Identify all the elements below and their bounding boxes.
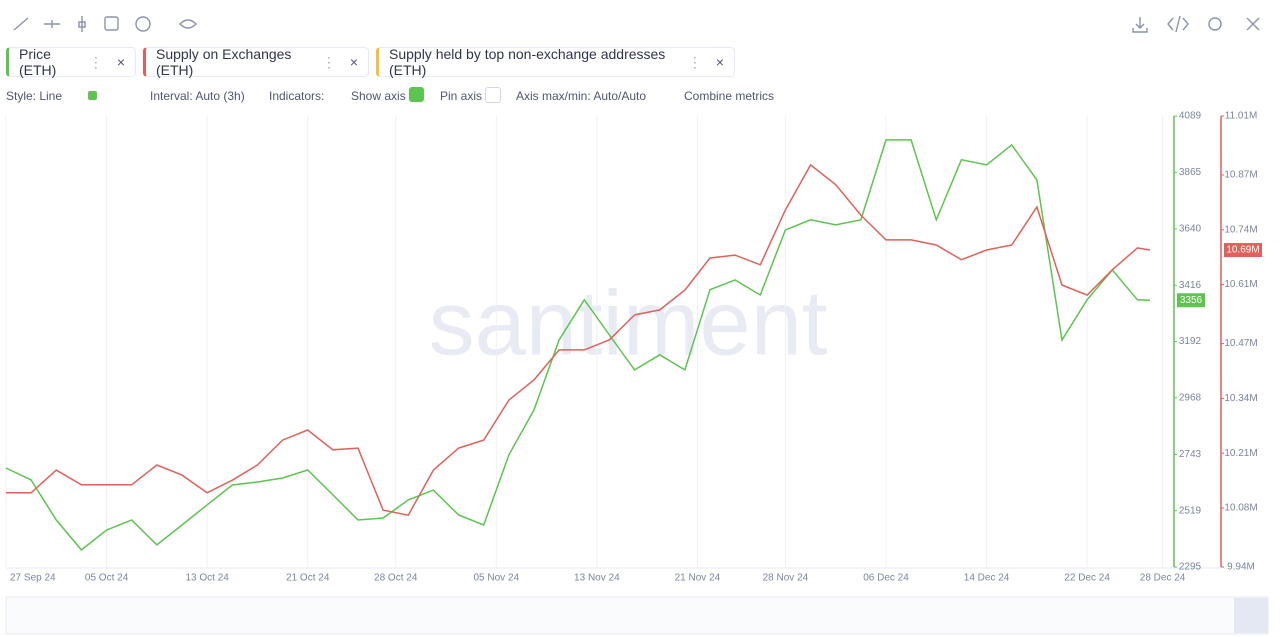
x-tick-label: 22 Dec 24 bbox=[1064, 573, 1110, 584]
y2-tick-label: 9.94M bbox=[1227, 562, 1255, 573]
x-tick-label: 05 Oct 24 bbox=[85, 573, 129, 584]
x-tick-label: 28 Nov 24 bbox=[763, 573, 809, 584]
x-tick-label: 14 Dec 24 bbox=[964, 573, 1010, 584]
navigator bbox=[5, 596, 1269, 635]
toolbar bbox=[13, 15, 1260, 33]
y2-tick-label: 10.74M bbox=[1224, 224, 1257, 235]
x-tick-label: 13 Nov 24 bbox=[574, 573, 620, 584]
x-tick-label: 27 Sep 24 bbox=[10, 573, 56, 584]
legend-label: Supply held by top non-exchange addresse… bbox=[389, 46, 666, 78]
y-tick-label: 2295 bbox=[1179, 562, 1202, 573]
y-tick-label: 2519 bbox=[1179, 505, 1202, 516]
y2-tick-label: 10.21M bbox=[1224, 448, 1257, 459]
indicators-option[interactable]: Indicators: bbox=[269, 89, 325, 103]
draw-vertical-icon[interactable] bbox=[78, 16, 86, 32]
close-icon[interactable] bbox=[1246, 17, 1260, 31]
y2-tick-label: 10.47M bbox=[1224, 338, 1257, 349]
checkbox-checked[interactable] bbox=[409, 87, 424, 102]
end-label: 10.69M bbox=[1226, 245, 1259, 256]
legend-chip[interactable]: Supply on Exchanges (ETH) ⋮ × bbox=[143, 46, 369, 78]
x-tick-label: 06 Dec 24 bbox=[863, 573, 909, 584]
legend-label: Supply on Exchanges (ETH) bbox=[156, 46, 292, 78]
x-tick-label: 21 Nov 24 bbox=[675, 573, 721, 584]
y-tick-label: 4089 bbox=[1179, 111, 1202, 122]
y-tick-label: 2968 bbox=[1179, 392, 1202, 403]
legend-chip[interactable]: Price (ETH) ⋮ × bbox=[6, 46, 136, 78]
y-tick-label: 3416 bbox=[1179, 280, 1202, 291]
emoji-icon[interactable] bbox=[135, 16, 151, 32]
embed-icon[interactable] bbox=[1167, 15, 1189, 33]
interval-option[interactable]: Interval: Auto (3h) bbox=[150, 89, 245, 103]
legend-label: Price (ETH) bbox=[19, 46, 57, 78]
series-line bbox=[6, 163, 1151, 517]
show-axis-option[interactable]: Show axis bbox=[351, 89, 406, 103]
navigator-window bbox=[1234, 598, 1268, 633]
axis-range-option[interactable]: Axis max/min: Auto/Auto bbox=[516, 89, 647, 103]
x-tick-label: 28 Dec 24 bbox=[1140, 573, 1186, 584]
end-label-box bbox=[1177, 293, 1205, 308]
y2-tick-label: 11.01M bbox=[1225, 111, 1258, 122]
note-icon[interactable] bbox=[104, 16, 119, 31]
series-line bbox=[5, 139, 1151, 551]
style-option[interactable]: Style: Line bbox=[6, 89, 63, 103]
y2-tick-label: 10.34M bbox=[1224, 393, 1257, 404]
draw-ray-icon[interactable] bbox=[44, 20, 60, 28]
y-tick-label: 3865 bbox=[1179, 167, 1202, 178]
y-tick-label: 3640 bbox=[1179, 224, 1202, 235]
y2-tick-label: 10.08M bbox=[1224, 503, 1257, 514]
draw-line-icon[interactable] bbox=[13, 17, 29, 31]
x-tick-label: 28 Oct 24 bbox=[374, 573, 418, 584]
color-swatch[interactable] bbox=[88, 91, 97, 100]
end-label: 3356 bbox=[1180, 295, 1203, 306]
settings-icon[interactable] bbox=[1208, 17, 1222, 31]
x-tick-label: 13 Oct 24 bbox=[185, 573, 229, 584]
visibility-icon[interactable] bbox=[179, 19, 197, 29]
download-icon[interactable] bbox=[1132, 17, 1148, 33]
y-tick-label: 2743 bbox=[1179, 449, 1202, 460]
pin-axis-option[interactable]: Pin axis bbox=[440, 89, 483, 103]
y2-tick-label: 10.61M bbox=[1224, 279, 1257, 290]
combine-option[interactable]: Combine metrics bbox=[684, 89, 775, 103]
y2-tick-label: 10.87M bbox=[1224, 170, 1257, 181]
end-label-box bbox=[1224, 243, 1262, 258]
watermark: santiment bbox=[429, 272, 828, 374]
y-tick-label: 3192 bbox=[1179, 336, 1202, 347]
x-tick-label: 21 Oct 24 bbox=[286, 573, 330, 584]
x-tick-label: 05 Nov 24 bbox=[473, 573, 519, 584]
checkbox[interactable] bbox=[485, 87, 501, 103]
legend-chip[interactable]: Supply held by top non-exchange addresse… bbox=[376, 46, 735, 78]
